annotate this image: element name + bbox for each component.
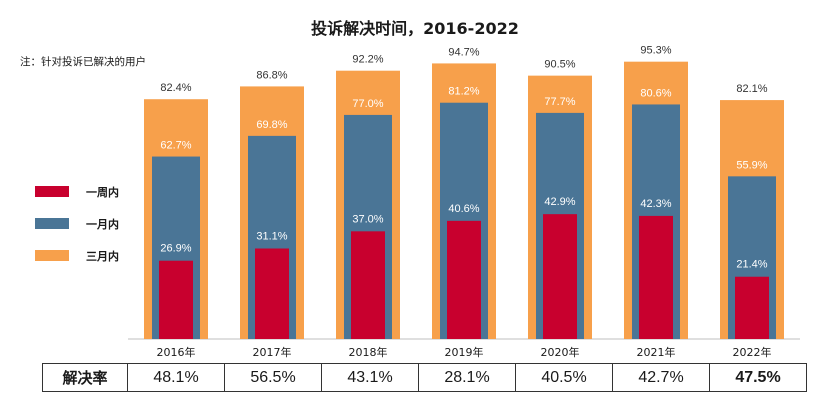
legend-swatch (35, 186, 69, 197)
resolution-rate-cell: 48.1% (127, 363, 225, 392)
legend-label: 一周内 (86, 185, 119, 199)
label-month: 80.6% (640, 87, 671, 99)
chart-note: 注：针对投诉已解决的用户 (20, 56, 146, 68)
resolution-rate-cell: 43.1% (321, 363, 419, 392)
resolution-rate-cell: 42.7% (612, 363, 710, 392)
label-week: 42.3% (640, 198, 671, 210)
bar-week (639, 215, 673, 339)
label-quarter: 86.8% (256, 69, 287, 81)
label-quarter: 94.7% (448, 46, 479, 58)
chart-title: 投诉解决时间，2016-2022 (311, 19, 519, 38)
legend-label: 一月内 (86, 217, 119, 231)
category-label: 2022年 (733, 345, 772, 359)
bar-week (447, 220, 481, 339)
legend-swatch (35, 218, 69, 229)
label-quarter: 82.1% (736, 83, 767, 95)
resolution-rate-cell: 47.5% (709, 363, 807, 392)
category-label: 2021年 (637, 345, 676, 359)
bar-week (159, 260, 193, 339)
resolution-rate-header: 解决率 (42, 363, 128, 392)
resolution-rate-table: 解决率 48.1% 56.5% 43.1% 28.1% 40.5% 42.7% … (42, 363, 807, 392)
label-quarter: 82.4% (160, 82, 191, 94)
bar-week (351, 231, 385, 339)
label-week: 40.6% (448, 203, 479, 215)
label-quarter: 90.5% (544, 59, 575, 71)
label-month: 69.8% (256, 119, 287, 131)
category-label: 2017年 (253, 345, 292, 359)
label-week: 42.9% (544, 196, 575, 208)
bar-week (543, 214, 577, 339)
resolution-rate-cell: 56.5% (224, 363, 322, 392)
category-label: 2018年 (349, 345, 388, 359)
label-week: 26.9% (160, 243, 191, 255)
category-label: 2016年 (157, 345, 196, 359)
label-month: 77.7% (544, 96, 575, 108)
label-week: 21.4% (736, 259, 767, 271)
category-label: 2020年 (541, 345, 580, 359)
bar-week (255, 248, 289, 339)
label-week: 31.1% (256, 230, 287, 242)
category-label: 2019年 (445, 345, 484, 359)
label-quarter: 95.3% (640, 45, 671, 57)
bar-week (735, 276, 769, 339)
bar-chart: 82.4% 62.7% 26.9% 2016年 86.8% 69.8% 31.1% 2017年… (35, 45, 800, 359)
label-month: 55.9% (736, 159, 767, 171)
resolution-rate-row: 解决率 48.1% 56.5% 43.1% 28.1% 40.5% 42.7% … (42, 363, 807, 392)
label-week: 37.0% (352, 213, 383, 225)
resolution-rate-cell: 40.5% (515, 363, 613, 392)
legend-swatch (35, 250, 69, 261)
label-month: 62.7% (160, 140, 191, 152)
resolution-rate-cell: 28.1% (418, 363, 516, 392)
legend-label: 三月内 (86, 249, 119, 263)
label-month: 77.0% (352, 98, 383, 110)
label-quarter: 92.2% (352, 54, 383, 66)
label-month: 81.2% (448, 86, 479, 98)
